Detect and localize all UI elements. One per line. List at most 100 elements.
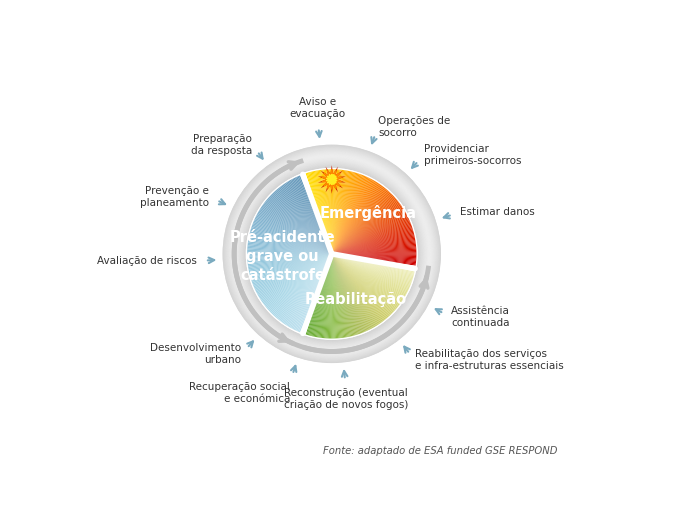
Wedge shape <box>332 254 401 304</box>
Wedge shape <box>299 254 332 332</box>
Wedge shape <box>247 254 332 258</box>
Wedge shape <box>243 166 420 342</box>
Wedge shape <box>249 254 332 275</box>
Text: Providenciar
primeiros-socorros: Providenciar primeiros-socorros <box>424 144 522 166</box>
Wedge shape <box>222 145 441 363</box>
Wedge shape <box>225 147 439 361</box>
Wedge shape <box>332 175 365 254</box>
Wedge shape <box>267 199 332 254</box>
Wedge shape <box>264 254 332 305</box>
Wedge shape <box>293 254 332 329</box>
Wedge shape <box>250 231 332 254</box>
Wedge shape <box>332 185 382 254</box>
Wedge shape <box>332 171 349 254</box>
Wedge shape <box>332 181 376 254</box>
Wedge shape <box>332 254 372 329</box>
Wedge shape <box>244 166 419 342</box>
Wedge shape <box>240 162 423 346</box>
Wedge shape <box>332 254 403 301</box>
Wedge shape <box>332 254 404 300</box>
Polygon shape <box>318 165 346 194</box>
Wedge shape <box>248 254 332 265</box>
Wedge shape <box>282 184 332 254</box>
Wedge shape <box>252 254 332 283</box>
Text: Reabilitação dos serviços
e infra-estruturas essenciais: Reabilitação dos serviços e infra-estrut… <box>415 349 563 371</box>
Wedge shape <box>332 207 403 254</box>
Wedge shape <box>257 254 332 295</box>
Wedge shape <box>331 169 332 254</box>
Wedge shape <box>332 177 369 254</box>
Wedge shape <box>279 254 332 321</box>
Wedge shape <box>332 254 383 322</box>
Wedge shape <box>332 210 405 254</box>
Wedge shape <box>332 248 417 254</box>
Wedge shape <box>332 254 417 255</box>
Wedge shape <box>260 208 332 254</box>
Wedge shape <box>237 159 427 349</box>
Wedge shape <box>249 234 332 254</box>
Wedge shape <box>249 254 332 271</box>
Wedge shape <box>332 175 363 254</box>
Wedge shape <box>332 229 413 254</box>
Wedge shape <box>332 254 393 313</box>
Wedge shape <box>248 254 332 268</box>
Wedge shape <box>332 254 371 329</box>
Wedge shape <box>332 217 408 254</box>
Wedge shape <box>332 254 363 333</box>
Wedge shape <box>226 149 437 359</box>
Wedge shape <box>248 254 332 267</box>
Wedge shape <box>328 254 332 338</box>
Wedge shape <box>235 157 429 351</box>
Wedge shape <box>332 169 334 254</box>
Wedge shape <box>316 170 332 254</box>
Wedge shape <box>332 245 416 254</box>
Wedge shape <box>332 254 412 282</box>
Wedge shape <box>332 198 396 254</box>
Wedge shape <box>257 214 332 254</box>
Wedge shape <box>277 254 332 319</box>
Wedge shape <box>332 254 334 338</box>
Wedge shape <box>284 184 332 254</box>
Wedge shape <box>309 254 332 336</box>
Wedge shape <box>332 254 345 338</box>
Wedge shape <box>253 220 332 254</box>
Wedge shape <box>332 182 377 254</box>
Wedge shape <box>332 254 353 336</box>
Wedge shape <box>321 254 332 338</box>
Wedge shape <box>332 254 411 285</box>
Wedge shape <box>332 206 402 254</box>
Wedge shape <box>265 254 332 307</box>
Wedge shape <box>272 194 332 254</box>
Wedge shape <box>332 254 412 281</box>
Wedge shape <box>332 254 399 306</box>
Wedge shape <box>230 152 434 356</box>
Wedge shape <box>285 254 332 325</box>
Wedge shape <box>332 254 374 328</box>
Wedge shape <box>308 172 332 254</box>
Wedge shape <box>330 169 332 254</box>
Wedge shape <box>262 254 332 303</box>
Wedge shape <box>247 245 332 254</box>
Wedge shape <box>332 254 380 324</box>
Wedge shape <box>332 170 346 254</box>
Wedge shape <box>248 243 332 254</box>
Wedge shape <box>290 254 332 328</box>
Wedge shape <box>262 254 332 302</box>
Wedge shape <box>332 254 363 333</box>
Wedge shape <box>259 209 332 254</box>
Wedge shape <box>332 205 402 254</box>
Wedge shape <box>332 254 350 337</box>
Wedge shape <box>311 172 332 254</box>
Wedge shape <box>246 168 418 340</box>
Wedge shape <box>332 254 410 287</box>
Wedge shape <box>256 254 332 292</box>
Wedge shape <box>332 254 417 258</box>
Wedge shape <box>330 254 332 338</box>
Wedge shape <box>324 254 332 338</box>
Wedge shape <box>332 176 367 254</box>
Wedge shape <box>247 254 332 261</box>
Wedge shape <box>280 254 332 322</box>
Wedge shape <box>253 254 332 286</box>
Wedge shape <box>264 254 332 306</box>
Wedge shape <box>256 215 332 254</box>
